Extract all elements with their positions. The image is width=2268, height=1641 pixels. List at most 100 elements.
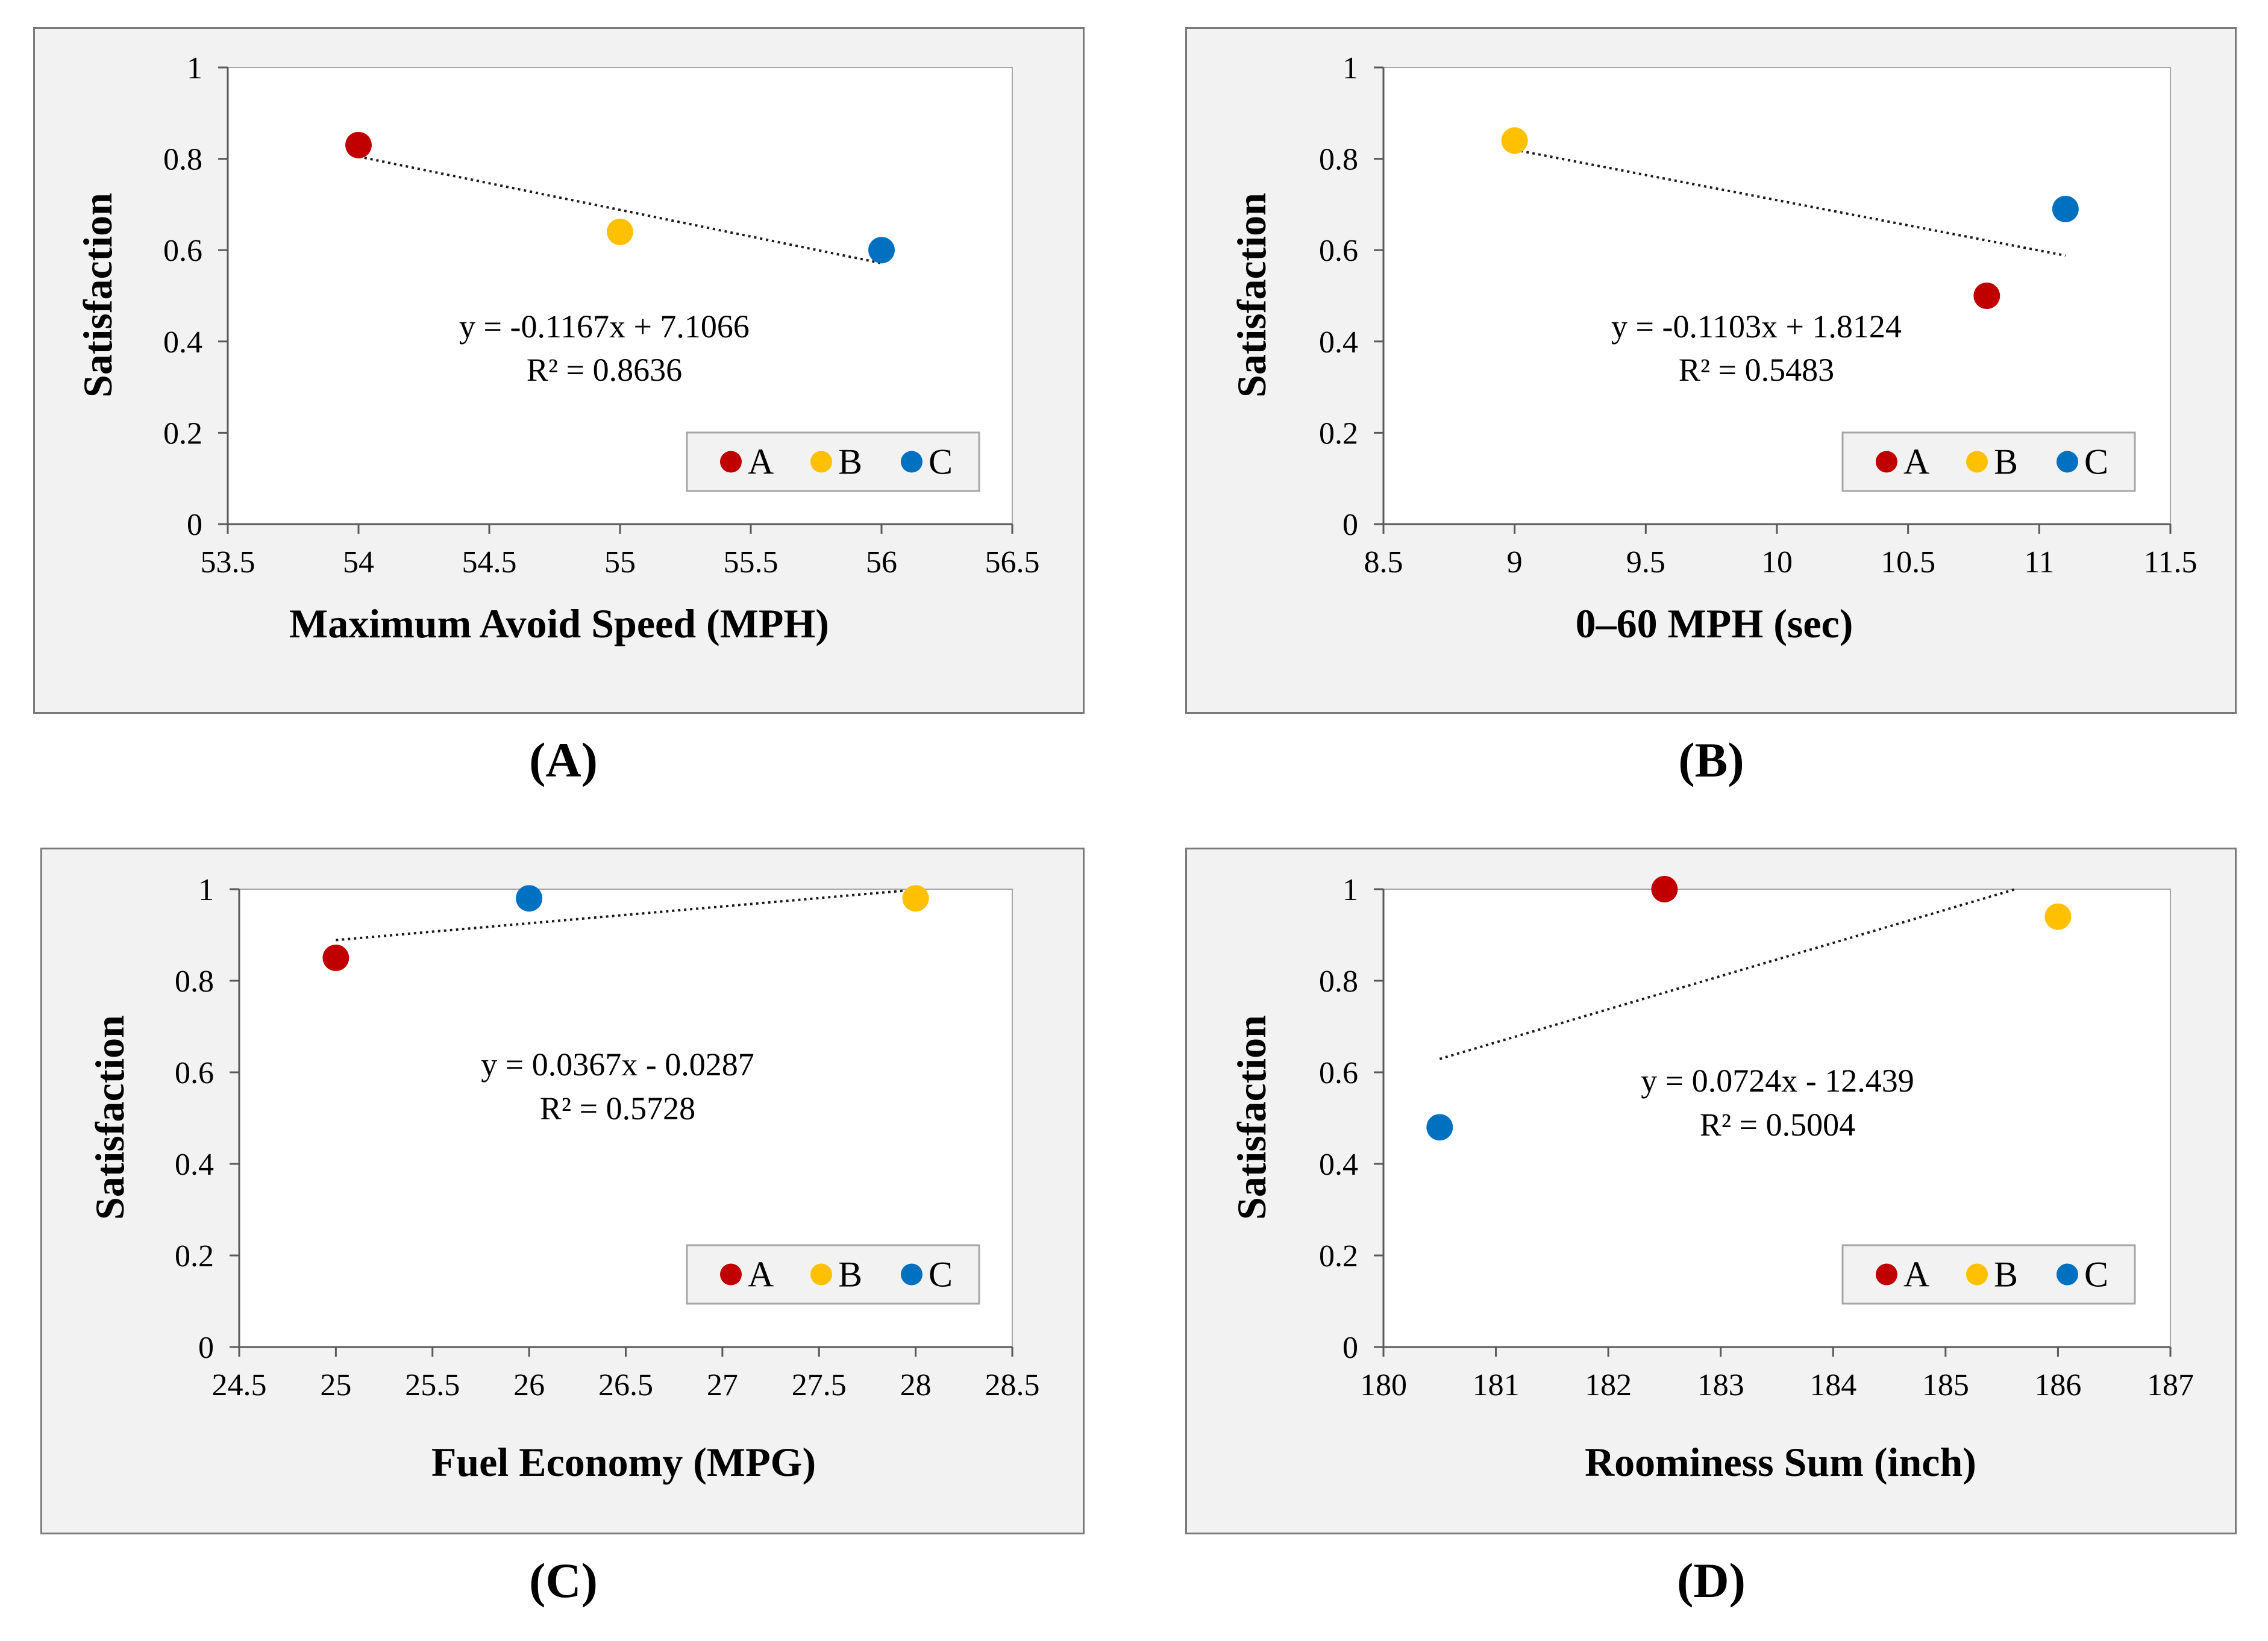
x-tick-label: 28	[900, 1368, 932, 1402]
legend-marker-b	[1966, 451, 1988, 473]
x-tick-label: 25	[320, 1368, 351, 1402]
panel-label: (A)	[529, 733, 598, 787]
y-tick-label: 0.6	[1319, 234, 1358, 268]
y-tick-label: 0	[1342, 508, 1358, 542]
x-tick-label: 55.5	[724, 545, 778, 580]
x-tick-label: 182	[1585, 1368, 1632, 1402]
legend-marker-c	[2057, 1263, 2078, 1286]
trendline-equation: y = -0.1167x + 7.1066	[459, 308, 750, 345]
x-tick-label: 53.5	[201, 545, 255, 580]
legend-marker-c	[2057, 451, 2078, 473]
y-tick-label: 0.4	[1319, 325, 1358, 360]
y-axis-title: Satisfaction	[1229, 1015, 1274, 1220]
x-tick-label: 8.5	[1364, 545, 1403, 580]
y-tick-label: 0	[187, 508, 202, 542]
x-tick-label: 180	[1360, 1368, 1407, 1402]
y-tick-label: 0.4	[175, 1148, 214, 1182]
trendline	[358, 155, 882, 264]
y-tick-label: 0.6	[163, 234, 202, 268]
x-axis-title: Fuel Economy (MPG)	[431, 1439, 816, 1485]
r-squared-label: R² = 0.5004	[1700, 1107, 1855, 1143]
y-axis-title: Satisfaction	[75, 193, 121, 398]
data-point-a	[322, 945, 349, 971]
legend-label: B	[838, 442, 862, 482]
x-axis-title: Maximum Avoid Speed (MPH)	[289, 601, 829, 646]
trendline-equation: y = 0.0724x - 12.439	[1641, 1063, 1914, 1099]
x-tick-label: 183	[1697, 1368, 1744, 1402]
legend-marker-a	[1876, 1263, 1897, 1286]
trendline-equation: y = -0.1103x + 1.8124	[1611, 308, 1902, 345]
data-point-c	[516, 885, 543, 912]
x-tick-label: 181	[1473, 1368, 1520, 1402]
legend-label: B	[1994, 1255, 2018, 1295]
legend-label: A	[748, 1255, 774, 1295]
y-tick-label: 0.8	[1319, 143, 1358, 177]
x-axis-title: Roominess Sum (inch)	[1585, 1439, 1976, 1485]
trendline	[336, 888, 916, 942]
scatter-chart-d: 0 0.2 0.4 0.6 0.8 1 180 181 182 183 184 185 186 187 y …	[1229, 873, 2194, 1485]
data-point-b	[1501, 127, 1528, 154]
x-tick-label: 28.5	[985, 1368, 1040, 1402]
legend-label: B	[838, 1255, 862, 1295]
panel-label: (B)	[1678, 733, 1744, 787]
x-tick-label: 55	[604, 545, 636, 580]
legend-marker-a	[1876, 451, 1897, 473]
scatter-chart-a: 0 0.2 0.4 0.6 0.8 1 53.5 54 54.5 55 55.5 56 56.5 y = …	[75, 51, 1040, 646]
y-tick-label: 0.4	[163, 325, 202, 360]
y-tick-label: 0.6	[1319, 1056, 1358, 1090]
y-tick-label: 1	[1342, 873, 1358, 907]
legend-marker-a	[720, 451, 742, 473]
x-tick-label: 11	[2024, 545, 2054, 580]
legend: A B C	[1841, 431, 2136, 492]
x-tick-label: 56.5	[985, 545, 1040, 580]
legend-label: C	[929, 442, 953, 482]
legend: A B C	[686, 1244, 980, 1305]
y-tick-label: 0.8	[1319, 964, 1358, 999]
data-point-c	[2052, 195, 2079, 222]
x-tick-label: 27.5	[792, 1368, 847, 1402]
x-tick-label: 9	[1507, 545, 1523, 580]
legend-label: A	[1903, 1255, 1929, 1295]
y-tick-label: 0	[198, 1331, 214, 1365]
x-tick-label: 9.5	[1626, 545, 1665, 580]
legend-marker-b	[810, 1263, 832, 1286]
y-tick-label: 0.4	[1319, 1148, 1358, 1182]
data-point-b	[2044, 903, 2072, 930]
panel-label: (C)	[529, 1553, 598, 1608]
x-tick-label: 26	[513, 1368, 545, 1402]
y-tick-label: 0.2	[175, 1239, 214, 1274]
data-point-a	[1973, 283, 2000, 309]
y-tick-label: 0.8	[163, 143, 202, 177]
data-point-a	[1651, 876, 1678, 902]
y-axis-title: Satisfaction	[87, 1015, 133, 1220]
x-tick-label: 184	[1809, 1368, 1856, 1402]
x-tick-label: 54	[343, 545, 374, 580]
y-tick-label: 1	[1342, 51, 1358, 86]
scatter-chart-c: 0 0.2 0.4 0.6 0.8 1 24.5 25 25.5 26 26.5 27 27.5 28 28…	[87, 873, 1040, 1485]
legend-label: A	[748, 442, 774, 482]
legend-label: B	[1994, 442, 2018, 482]
legend-marker-b	[1966, 1263, 1988, 1286]
x-tick-label: 186	[2034, 1368, 2081, 1402]
y-tick-label: 0.8	[175, 964, 214, 999]
scatter-chart-b: 0 0.2 0.4 0.6 0.8 1 8.5 9 9.5 10 10.5 11 11.5 y = -0.…	[1229, 51, 2198, 646]
legend-marker-a	[720, 1263, 742, 1286]
x-axis-title: 0–60 MPH (sec)	[1576, 601, 1853, 646]
legend: A B C	[686, 431, 980, 492]
data-point-c	[1426, 1114, 1453, 1141]
legend-marker-c	[901, 451, 923, 473]
x-tick-label: 25.5	[405, 1368, 460, 1402]
r-squared-label: R² = 0.5483	[1679, 352, 1834, 388]
x-tick-label: 54.5	[462, 545, 517, 580]
x-tick-label: 11.5	[2143, 545, 2197, 580]
legend-label: C	[929, 1255, 953, 1295]
legend-marker-c	[901, 1263, 923, 1286]
y-tick-label: 1	[187, 51, 202, 86]
y-tick-label: 1	[198, 873, 214, 907]
y-tick-label: 0.2	[1319, 416, 1358, 451]
r-squared-label: R² = 0.8636	[527, 352, 682, 388]
x-tick-label: 187	[2147, 1368, 2194, 1402]
legend-marker-b	[810, 451, 832, 473]
y-tick-label: 0.2	[163, 416, 202, 451]
